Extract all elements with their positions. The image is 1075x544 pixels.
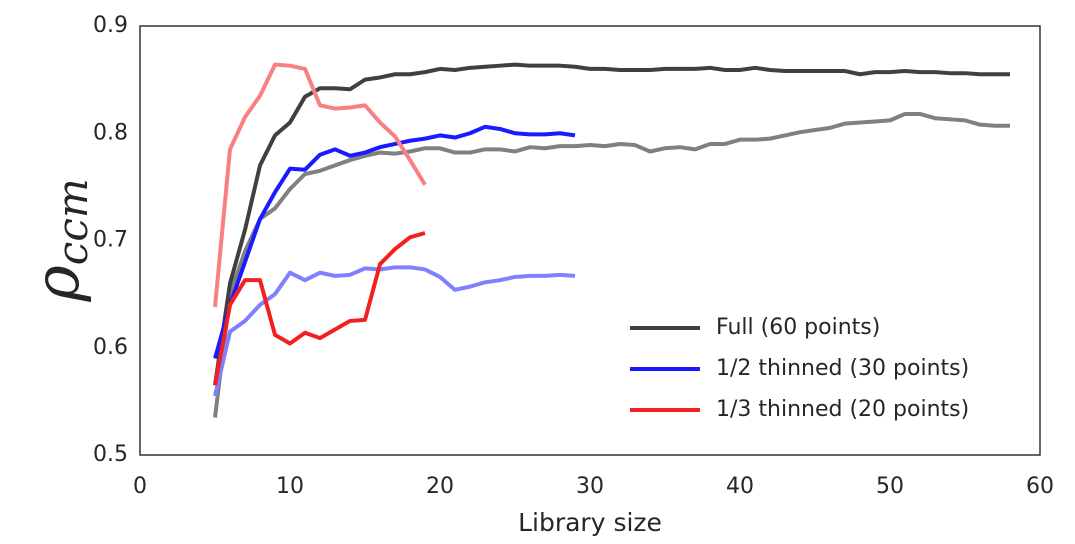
y-tick-label: 0.8: [93, 120, 128, 145]
y-tick-label: 0.6: [93, 335, 128, 360]
x-tick-label: 30: [576, 474, 604, 499]
y-axis-label: ρccm: [20, 178, 97, 302]
x-tick-label: 60: [1026, 474, 1054, 499]
legend-label: Full (60 points): [716, 315, 880, 340]
y-tick-label: 0.5: [93, 442, 128, 467]
y-tick-label: 0.9: [93, 13, 128, 38]
y-tick-label: 0.7: [93, 228, 128, 253]
series-line: [213, 265, 576, 397]
x-tick-label: 50: [876, 474, 904, 499]
series-line: [213, 111, 1010, 418]
x-tick-label: 10: [276, 474, 304, 499]
series-line: [213, 62, 427, 308]
series-line: [213, 231, 426, 386]
series-line: [213, 124, 576, 360]
x-tick-label: 20: [426, 474, 454, 499]
x-tick-label: 40: [726, 474, 754, 499]
x-axis-label: Library size: [518, 508, 662, 537]
y-label-subscript: ccm: [48, 178, 97, 265]
legend-label: 1/3 thinned (20 points): [716, 397, 969, 422]
series-line: [213, 62, 1010, 386]
plot-frame: [139, 25, 1041, 456]
legend-label: 1/2 thinned (30 points): [716, 356, 969, 381]
x-tick-label: 0: [133, 474, 147, 499]
y-label-symbol: ρ: [20, 265, 93, 302]
